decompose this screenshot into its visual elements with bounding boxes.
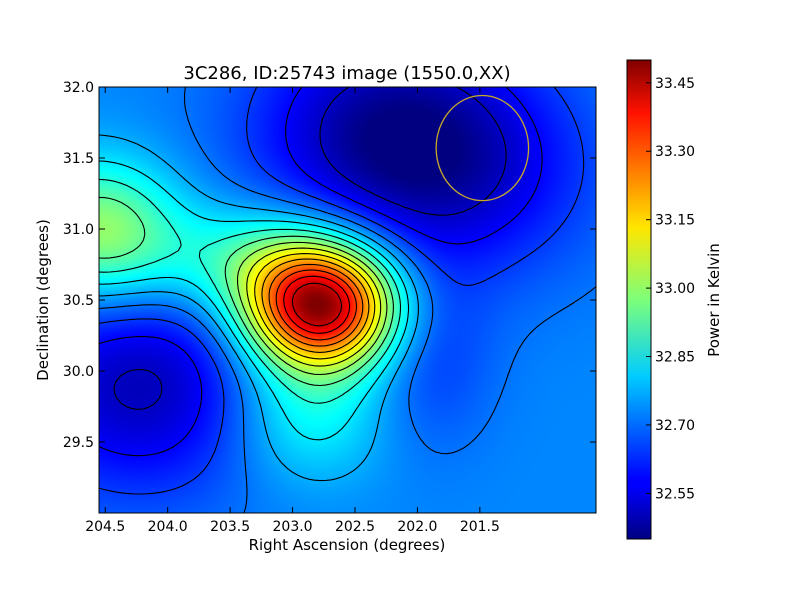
y-tick-label: 32.0 [63, 80, 94, 96]
y-tick-label: 30.0 [63, 364, 94, 380]
contour-lines [99, 87, 596, 513]
y-axis-label: Declination (degrees) [34, 219, 52, 381]
contour-line-7 [99, 196, 394, 387]
contour-line-15 [291, 282, 343, 327]
contour-line-4 [99, 134, 419, 482]
x-tick-label: 202.5 [335, 519, 375, 535]
chart-title: 3C286, ID:25743 image (1550.0,XX) [183, 63, 510, 84]
contour-line-13 [275, 269, 358, 341]
contour-line-9 [246, 247, 382, 367]
heatmap-image [99, 87, 596, 513]
colorbar-fill [626, 59, 652, 540]
colorbar-ticks: 32.55 32.70 32.85 33.00 33.15 33.30 33.45 [646, 76, 695, 502]
y-axis: 29.5 30.0 30.5 31.0 31.5 32.0 [63, 80, 596, 451]
contour-line-12 [268, 263, 364, 347]
contour-line-3 [99, 87, 596, 513]
x-axis: 204.5 204.0 203.5 203.0 202.5 202.0 201.5 [85, 87, 500, 535]
contour-line-8 [236, 241, 388, 376]
beam-circle [435, 94, 530, 202]
y-tick-label: 29.5 [63, 435, 94, 451]
contour-line-5 [99, 160, 410, 441]
contour-line-1 [99, 87, 543, 457]
x-tick-label: 203.5 [210, 519, 250, 535]
colorbar-label: Power in Kelvin [705, 243, 723, 357]
colorbar-tick-label: 33.15 [655, 213, 695, 229]
x-tick-label: 201.5 [460, 519, 500, 535]
plot-area [98, 86, 597, 514]
y-tick-label: 31.0 [63, 222, 94, 238]
x-axis-label: Right Ascension (degrees) [249, 536, 446, 554]
colorbar-tick-label: 33.45 [655, 76, 695, 92]
y-tick-label: 30.5 [63, 293, 94, 309]
contour-line-6 [99, 178, 402, 404]
contour-line-14 [283, 275, 351, 334]
contour-line-2 [99, 87, 585, 495]
y-tick-label: 31.5 [63, 151, 94, 167]
x-tick-label: 203.0 [273, 519, 313, 535]
contour-line-11 [261, 258, 370, 353]
x-tick-label: 204.5 [85, 519, 125, 535]
contour-line-10 [254, 253, 376, 360]
colorbar: 32.55 32.70 32.85 33.00 33.15 33.30 33.45 Powe… [626, 59, 723, 540]
colorbar-tick-label: 32.70 [655, 418, 695, 434]
x-tick-label: 204.0 [148, 519, 188, 535]
colorbar-tick-label: 32.85 [655, 350, 695, 366]
colorbar-tick-label: 33.00 [655, 281, 695, 297]
colorbar-tick-label: 33.30 [655, 144, 695, 160]
colorbar-tick-label: 32.55 [655, 486, 695, 502]
x-tick-label: 202.0 [397, 519, 437, 535]
contour-line-0 [113, 87, 507, 410]
